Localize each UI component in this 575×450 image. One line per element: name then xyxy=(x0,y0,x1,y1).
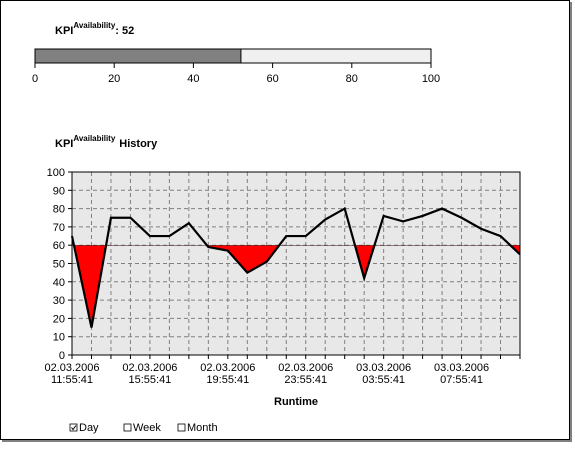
checkbox[interactable] xyxy=(69,423,78,432)
kpi-line xyxy=(70,206,521,328)
y-tick-label: 100 xyxy=(47,167,65,179)
x-tick-label: 40 xyxy=(187,73,199,85)
y-tick-label: 90 xyxy=(53,185,65,197)
x-tick-label: 02.03.2006 15:55:41 xyxy=(122,362,177,386)
y-tick-label: 10 xyxy=(53,332,65,344)
title-suffix: History xyxy=(119,138,158,150)
gauge-value: : 52 xyxy=(115,25,134,37)
x-tick-label: 02.03.2006 19:55:41 xyxy=(200,362,255,386)
x-axis-label: Runtime xyxy=(274,396,318,408)
y-tick-label: 40 xyxy=(53,277,65,289)
checkbox-check xyxy=(71,425,77,431)
y-tick-label: 50 xyxy=(53,259,65,271)
checkbox-label[interactable]: Week xyxy=(133,422,161,434)
x-tick-label: 03.03.2006 07:55:41 xyxy=(434,362,489,386)
y-tick-label: 0 xyxy=(59,350,65,362)
y-tick-label: 30 xyxy=(53,295,65,307)
x-tick-label: 03.03.2006 03:55:41 xyxy=(356,362,411,386)
history-title: KPIAvailability History xyxy=(55,134,158,150)
x-tick-label: 20 xyxy=(108,73,120,85)
checkbox-label[interactable]: Day xyxy=(79,422,99,434)
x-tick-label: 02.03.2006 11:55:41 xyxy=(44,362,99,386)
x-tick-label: 0 xyxy=(32,73,38,85)
title-superscript: Availability xyxy=(73,21,115,30)
title-text: KPI xyxy=(55,25,73,37)
checkbox[interactable] xyxy=(123,423,132,432)
y-tick-label: 70 xyxy=(53,222,65,234)
gauge-bar xyxy=(34,48,242,64)
x-tick-label: 80 xyxy=(346,73,358,85)
y-tick-label: 20 xyxy=(53,313,65,325)
x-tick-label: 100 xyxy=(422,73,440,85)
title-superscript: Availability xyxy=(73,134,115,143)
checkbox[interactable] xyxy=(177,423,186,432)
gauge-title: KPIAvailability: 52 xyxy=(55,21,134,37)
x-tick-label: 60 xyxy=(266,73,278,85)
y-tick-label: 60 xyxy=(53,240,65,252)
checkbox-label[interactable]: Month xyxy=(187,422,218,434)
plot-frame xyxy=(71,171,521,356)
x-tick-label: 02.03.2006 23:55:41 xyxy=(278,362,333,386)
y-tick-label: 80 xyxy=(53,204,65,216)
title-text: KPI xyxy=(55,138,73,150)
